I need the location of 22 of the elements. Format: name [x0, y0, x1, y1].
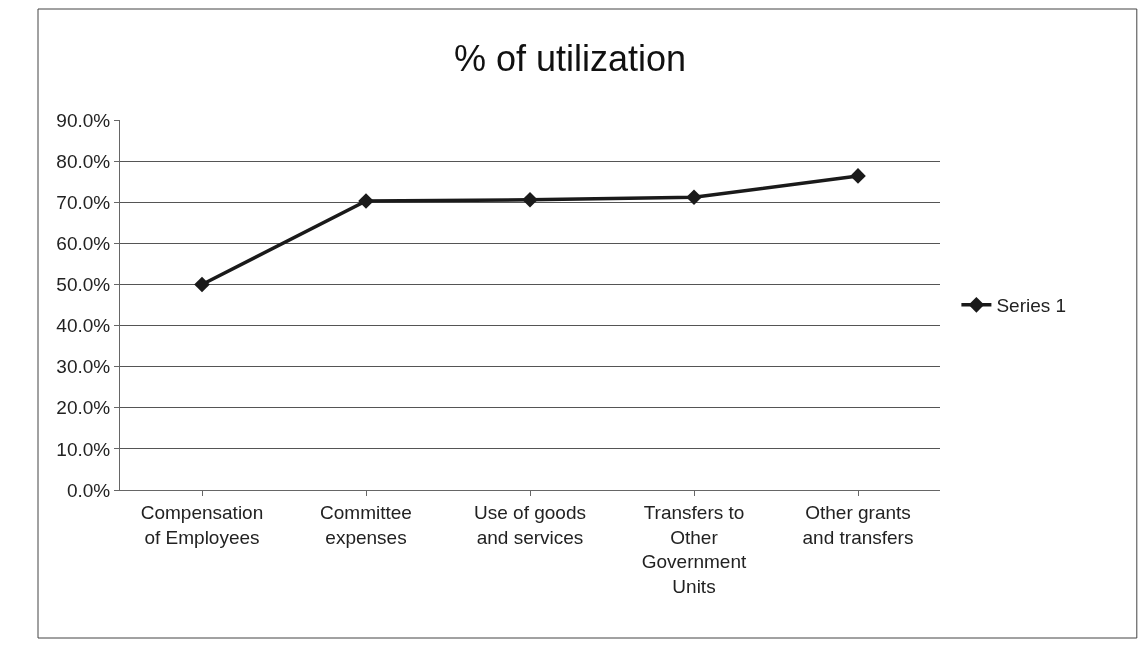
- y-tick-label: 10.0%: [56, 438, 111, 460]
- y-tick-label: 40.0%: [56, 315, 111, 337]
- y-tick-label: 90.0%: [56, 109, 111, 131]
- y-tick-label: 30.0%: [56, 356, 111, 378]
- point: [522, 191, 538, 208]
- x-tick-label: Transfers to Other Government Units: [641, 501, 747, 597]
- legend-label: Series 1: [996, 295, 1067, 317]
- y-tick-label: 60.0%: [56, 232, 111, 254]
- chart-title: % of utilization: [453, 38, 687, 80]
- x-tick-label: Other grants and transfers: [802, 501, 914, 548]
- point: [850, 168, 866, 184]
- x-tick-label: Use of goods and services: [474, 501, 586, 548]
- y-tick-label: 20.0%: [56, 397, 111, 419]
- y-tick-label: 70.0%: [56, 191, 111, 213]
- x-tick-label: Compensation of Employees: [140, 501, 264, 548]
- point: [686, 189, 702, 206]
- y-tick-label: 0.0%: [66, 479, 111, 501]
- y-tick-label: 80.0%: [56, 150, 111, 172]
- x-tick-label: Committee expenses: [320, 501, 412, 548]
- point: [358, 193, 374, 209]
- point: [194, 276, 210, 293]
- y-tick-label: 50.0%: [56, 274, 111, 296]
